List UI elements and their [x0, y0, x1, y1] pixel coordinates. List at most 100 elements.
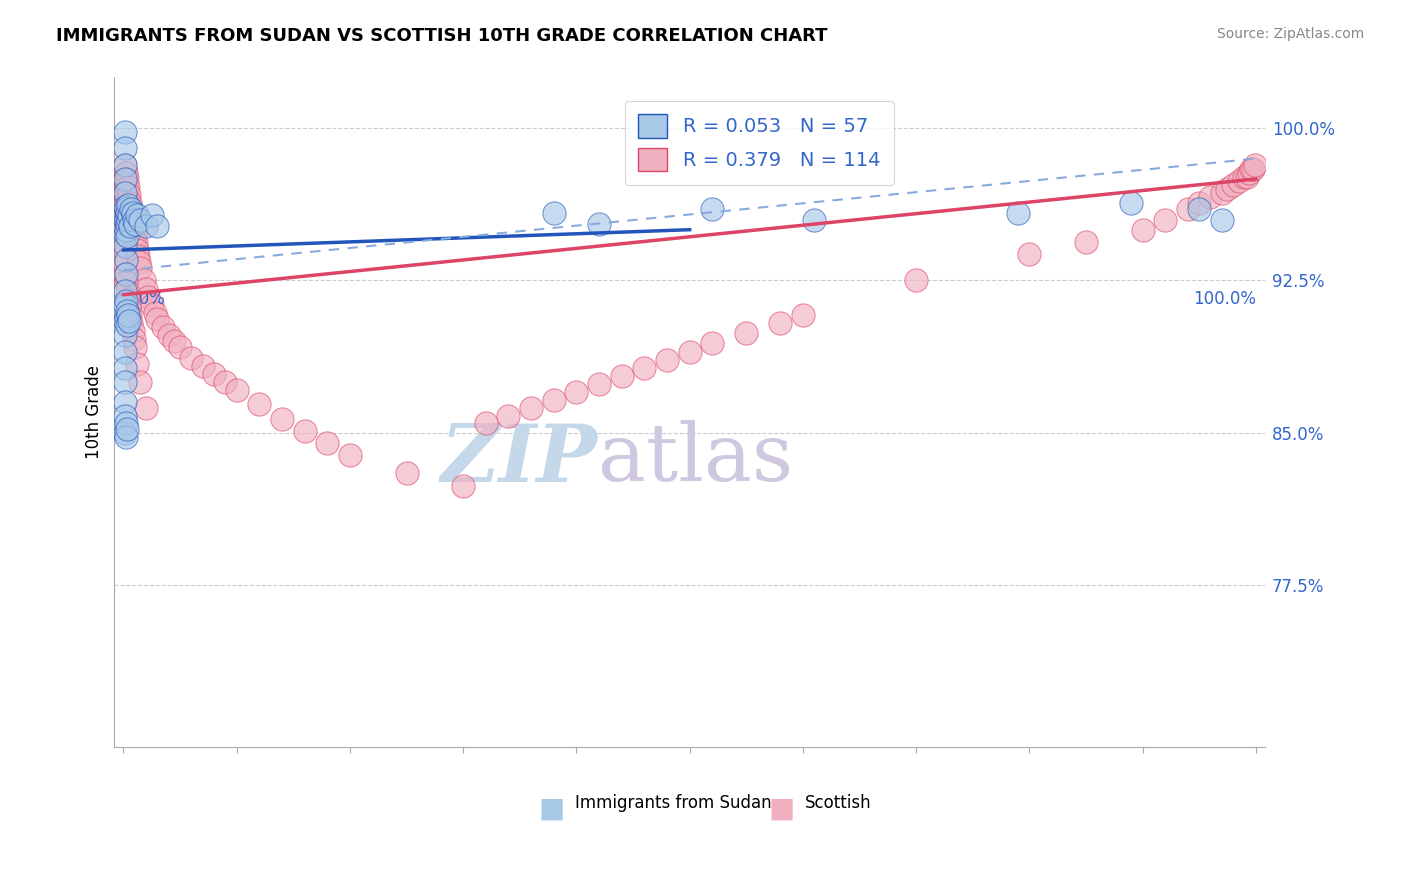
- Point: [118, 300, 141, 314]
- Point: [294, 424, 316, 438]
- Point: [1216, 182, 1239, 196]
- Text: Immigrants from Sudan: Immigrants from Sudan: [575, 794, 772, 813]
- Point: [1132, 223, 1154, 237]
- Point: [114, 209, 136, 223]
- Point: [114, 202, 136, 217]
- Point: [114, 202, 136, 217]
- Point: [117, 217, 139, 231]
- Point: [316, 435, 339, 450]
- Text: ■: ■: [769, 794, 794, 822]
- Point: [451, 478, 474, 492]
- Point: [125, 235, 148, 249]
- Point: [125, 357, 148, 371]
- Point: [132, 273, 155, 287]
- Point: [114, 245, 136, 260]
- Point: [124, 227, 146, 241]
- Point: [115, 228, 138, 243]
- Point: [118, 188, 141, 202]
- Point: [1236, 169, 1258, 184]
- Point: [135, 282, 157, 296]
- Text: Source: ZipAtlas.com: Source: ZipAtlas.com: [1216, 27, 1364, 41]
- Point: [588, 376, 610, 391]
- Text: Scottish: Scottish: [804, 794, 872, 813]
- Point: [121, 212, 143, 227]
- Point: [115, 209, 138, 223]
- Point: [115, 184, 138, 198]
- Point: [141, 298, 163, 312]
- Point: [115, 422, 138, 436]
- Point: [114, 125, 136, 139]
- Text: IMMIGRANTS FROM SUDAN VS SCOTTISH 10TH GRADE CORRELATION CHART: IMMIGRANTS FROM SUDAN VS SCOTTISH 10TH G…: [56, 27, 828, 45]
- Point: [121, 206, 143, 220]
- Point: [114, 284, 136, 298]
- Point: [121, 225, 143, 239]
- Point: [114, 269, 136, 284]
- Point: [114, 227, 136, 241]
- Point: [157, 328, 180, 343]
- Point: [122, 220, 145, 235]
- Point: [114, 344, 136, 359]
- Text: ZIP: ZIP: [440, 420, 598, 498]
- Point: [118, 209, 141, 223]
- Point: [114, 158, 136, 172]
- Point: [115, 217, 138, 231]
- Point: [1211, 212, 1233, 227]
- Point: [114, 172, 136, 186]
- Point: [202, 367, 225, 381]
- Point: [117, 198, 139, 212]
- Point: [120, 209, 142, 223]
- Point: [117, 192, 139, 206]
- Point: [114, 184, 136, 198]
- Point: [163, 334, 186, 349]
- Point: [905, 273, 928, 287]
- Point: [1243, 161, 1265, 176]
- Point: [115, 220, 138, 235]
- Point: [120, 204, 142, 219]
- Point: [633, 360, 655, 375]
- Point: [114, 328, 136, 343]
- Point: [114, 360, 136, 375]
- Point: [114, 223, 136, 237]
- Point: [180, 351, 202, 365]
- Point: [114, 214, 136, 228]
- Point: [118, 200, 141, 214]
- Point: [114, 200, 136, 214]
- Point: [114, 141, 136, 155]
- Point: [1177, 202, 1199, 217]
- Point: [114, 212, 136, 227]
- Point: [543, 206, 565, 220]
- Point: [1227, 174, 1250, 188]
- Point: [143, 306, 166, 320]
- Point: [127, 249, 149, 263]
- Point: [114, 239, 136, 253]
- Point: [1007, 206, 1029, 220]
- Point: [1222, 178, 1244, 192]
- Point: [114, 395, 136, 409]
- Point: [1121, 196, 1143, 211]
- Point: [1199, 190, 1222, 204]
- Point: [125, 243, 148, 257]
- Point: [271, 411, 294, 425]
- Point: [135, 219, 157, 233]
- Point: [120, 202, 142, 217]
- Point: [610, 368, 633, 383]
- Point: [1237, 166, 1260, 180]
- Point: [125, 209, 148, 223]
- Point: [122, 212, 145, 227]
- Point: [115, 304, 138, 318]
- Point: [1243, 158, 1265, 172]
- Point: [114, 253, 136, 268]
- Point: [169, 341, 191, 355]
- Point: [120, 220, 142, 235]
- Point: [114, 233, 136, 247]
- Point: [114, 227, 136, 241]
- Point: [146, 219, 169, 233]
- Point: [225, 383, 247, 397]
- Point: [114, 409, 136, 424]
- Point: [124, 341, 146, 355]
- Point: [129, 261, 152, 276]
- Point: [121, 324, 143, 338]
- Point: [588, 217, 610, 231]
- Point: [115, 196, 138, 211]
- Y-axis label: 10th Grade: 10th Grade: [86, 366, 103, 459]
